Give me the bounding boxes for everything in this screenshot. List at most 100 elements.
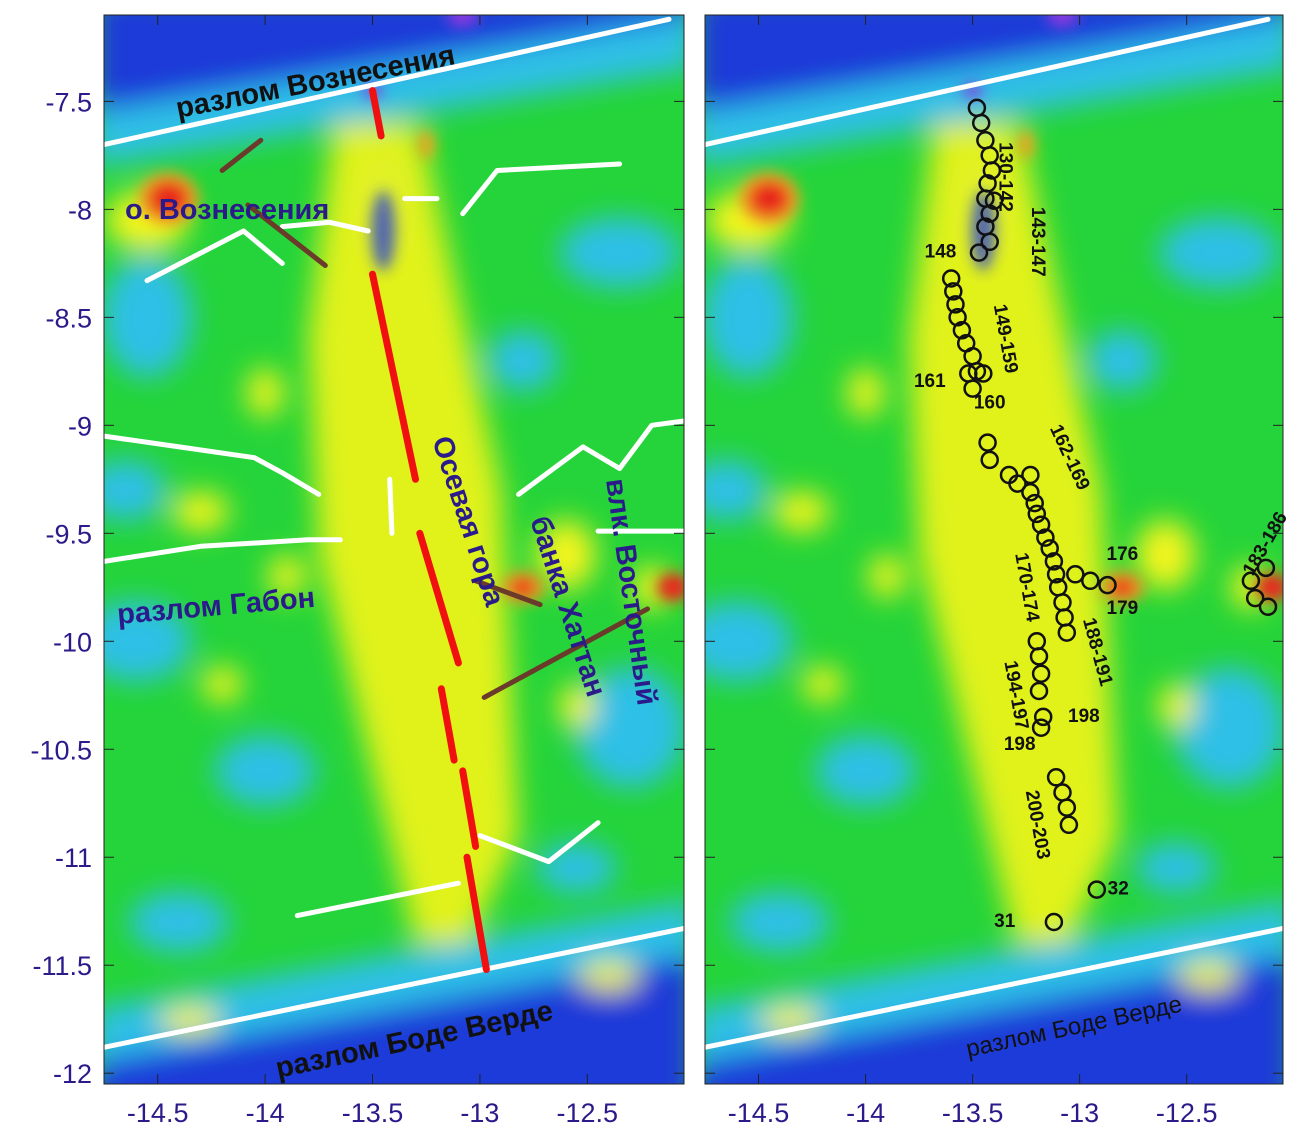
station-marker — [963, 379, 982, 398]
blue-trough — [371, 190, 396, 271]
yellow-patch — [1135, 519, 1196, 590]
yellow-patch — [847, 367, 884, 418]
blue-zone-bottom — [104, 949, 684, 1084]
ridge-axis-segment — [437, 685, 458, 764]
station-marker — [1256, 558, 1276, 578]
fault-line — [104, 537, 343, 564]
sampling-stations — [941, 98, 1278, 932]
y-tick-label: -9.5 — [45, 519, 92, 549]
hotspot-ascension-core — [148, 181, 189, 216]
cyan-patch — [104, 257, 192, 378]
ridge-axis-segment — [369, 270, 419, 483]
station-marker — [980, 232, 999, 252]
y-tick-label: -11.5 — [32, 951, 92, 981]
station-marker — [1033, 707, 1053, 727]
right-panel-frame — [704, 14, 1284, 1085]
station-marker — [1044, 552, 1064, 571]
station-marker — [946, 295, 965, 314]
station-marker — [980, 204, 999, 223]
cyan-patch — [575, 667, 684, 788]
station-marker — [1066, 565, 1085, 584]
fault-line — [104, 16, 672, 148]
station-marker — [1057, 623, 1077, 642]
yellow-patch — [535, 519, 596, 590]
orange-spot — [1018, 130, 1035, 159]
station-marker — [1057, 798, 1077, 817]
cyan-patch — [559, 217, 680, 288]
station-marker — [1241, 571, 1261, 591]
fault-lines — [104, 16, 684, 1050]
label-ascension-island: о. Вознесения — [125, 194, 329, 226]
station-marker — [1008, 474, 1027, 493]
cyan-patch — [729, 892, 830, 953]
ridge-axis-line — [369, 87, 490, 973]
y-tick-label: -8 — [68, 195, 92, 225]
cyan-zone-top — [104, 16, 684, 165]
x-tick-label: -13 — [460, 1098, 499, 1128]
station-marker — [952, 321, 972, 340]
station-marker — [974, 364, 993, 383]
fault-line — [279, 219, 333, 230]
cyan-patch — [705, 460, 767, 521]
station-marker — [944, 282, 963, 301]
violet-spot — [446, 15, 479, 27]
hotspot-hattan-core — [510, 578, 535, 597]
x-tick-label: -14 — [246, 1098, 285, 1128]
yellow-band — [308, 122, 519, 944]
fault-line — [516, 418, 684, 497]
cyan-patch — [705, 601, 793, 682]
x-tick-label: -14.5 — [127, 1098, 189, 1128]
fault-line — [705, 926, 1283, 1050]
station-marker — [980, 450, 999, 470]
cyan-patch — [1135, 843, 1216, 894]
station-marker — [1046, 768, 1066, 787]
cyan-patch — [1087, 330, 1158, 391]
hotspot-ascension-core — [749, 181, 790, 216]
station-marker — [1245, 588, 1265, 608]
x-tick-label: -13.5 — [942, 1098, 1004, 1128]
yellow-patch — [578, 962, 639, 991]
y-tick-label: -11 — [55, 843, 92, 873]
cyan-zone-bottom — [705, 902, 1283, 1061]
station-marker — [1021, 483, 1040, 502]
yellow-patch — [247, 367, 284, 418]
station-marker — [1029, 647, 1049, 666]
gravity-anomaly-raster — [104, 15, 684, 1084]
gravity-anomaly-raster — [705, 15, 1283, 1084]
y-tick-label: -8.5 — [45, 303, 92, 333]
fault-line — [144, 228, 285, 284]
cyan-patch — [705, 257, 793, 378]
station-marker — [1031, 718, 1051, 737]
x-tick-label: -12.5 — [557, 1098, 619, 1128]
y-tick-label: -9 — [68, 411, 92, 441]
cyan-patch — [536, 843, 617, 894]
station-label: 198 — [1004, 734, 1036, 755]
fault-line — [294, 880, 461, 919]
fault-line — [477, 820, 601, 865]
x-axis-labels: -14.5 -14 -13.5 -13 -12.5 -14.5 -14 -13.5 -13 -12… — [127, 1098, 1218, 1128]
cyan-patch — [104, 601, 192, 682]
station-label: 161 — [914, 371, 946, 392]
yellow-patch — [558, 684, 595, 729]
station-marker — [1031, 664, 1051, 683]
cyan-patch — [1174, 667, 1283, 788]
fault-line — [104, 433, 322, 497]
station-label: 160 — [974, 393, 1006, 414]
raster-hotspots — [138, 15, 684, 604]
yellow-patch — [773, 491, 830, 532]
fault-line — [460, 161, 623, 217]
fault-lines — [705, 16, 1283, 1050]
orange-spot — [418, 130, 435, 159]
station-marker — [1098, 575, 1117, 595]
station-marker — [1021, 465, 1040, 485]
fault-line — [705, 16, 1271, 148]
station-marker — [941, 269, 961, 288]
fracture-lines — [219, 137, 650, 700]
ridge-axis-segment — [369, 87, 385, 140]
left-map-panel — [104, 15, 684, 1084]
yellow-patch — [172, 491, 229, 532]
station-marker — [1081, 571, 1100, 591]
y-tick-label: -7.5 — [45, 87, 92, 117]
station-marker — [1044, 912, 1064, 932]
